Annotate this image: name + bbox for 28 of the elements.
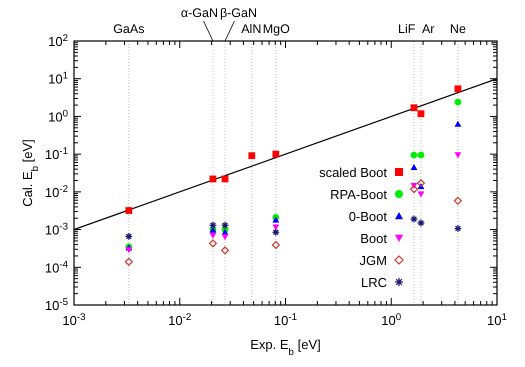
y-tick-label: 10$^{0}$: [48, 108, 69, 124]
y-tick-label: 10$^{-4}$: [44, 258, 69, 276]
x-tick-label: 10$^{-2}$: [168, 312, 192, 328]
x-tick-label: 10$^{-1}$: [274, 312, 298, 328]
x-tick-label: 10$^{1}$: [487, 312, 507, 328]
legend-label: JGM: [360, 253, 387, 268]
legend-label: Boot: [360, 231, 388, 246]
x-tick-label: 10$^{0}$: [381, 312, 402, 328]
legend-label: 0-Boot: [348, 209, 388, 224]
y-tick-label: 10$^{-2}$: [44, 183, 68, 200]
x-tick-label: 10$^{-3}$: [62, 312, 86, 328]
ref-line-label: α-GaN: [180, 6, 218, 20]
x-axis-title: Exp. E$_{b}$ [eV]: [250, 337, 321, 358]
ref-line-label: β-GaN: [220, 6, 258, 20]
ref-line-label: AlN: [241, 22, 262, 36]
ref-line-label: Ar: [422, 22, 434, 36]
legend-label: LRC: [360, 275, 387, 290]
ref-line-label: Ne: [450, 22, 466, 36]
y-tick-label: 10$^{-3}$: [44, 221, 68, 238]
ref-line-label: LiF: [398, 22, 416, 36]
ref-line-label: MgO: [262, 22, 290, 36]
legend-label: scaled Boot: [319, 165, 388, 180]
legend-label: RPA-Boot: [330, 187, 388, 202]
y-tick-label: 10$^{2}$: [48, 32, 68, 49]
ref-line-label: GaAs: [113, 22, 144, 36]
y-tick-label: 10$^{-1}$: [44, 146, 68, 162]
y-tick-label: 10$^{-5}$: [44, 296, 69, 313]
y-tick-label: 10$^{1}$: [48, 70, 68, 87]
